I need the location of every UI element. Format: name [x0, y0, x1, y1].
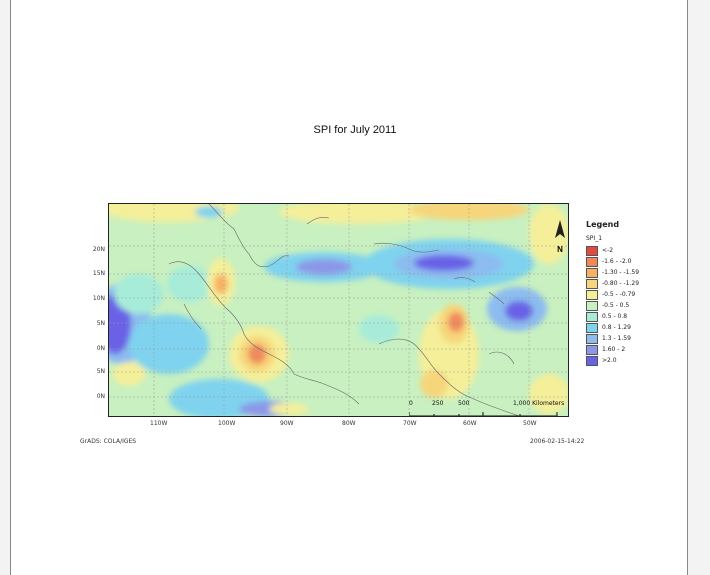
- dry-zone: [529, 374, 568, 414]
- legend-swatch: [586, 311, 598, 322]
- footer-credit: GrADS: COLA/IGES: [80, 438, 137, 445]
- lon-tick: 70W: [403, 420, 417, 427]
- lat-tick: 0N: [96, 393, 105, 400]
- lat-tick: 0N: [96, 345, 105, 352]
- legend-swatch: [586, 256, 598, 267]
- wet-zone: [195, 206, 223, 218]
- footer-timestamp: 2006-02-15-14:22: [530, 438, 585, 445]
- dry-zone: [448, 312, 464, 332]
- legend-label: -1.6 - -2.0: [602, 258, 632, 265]
- north-arrow-label: N: [557, 245, 563, 254]
- legend-row: 0.5 - 0.8: [586, 311, 676, 322]
- legend-label: -0.5 - -0.79: [602, 291, 636, 298]
- wet-zone: [129, 314, 209, 374]
- scale-label-1000: 1,000 Kilometers: [513, 400, 565, 407]
- legend-row: >2.0: [586, 355, 676, 366]
- legend-label: >2.0: [602, 357, 617, 364]
- legend-swatch: [586, 322, 598, 333]
- spi-map: [109, 204, 568, 416]
- wet-zone: [167, 266, 211, 302]
- legend-row: 1.60 - 2: [586, 344, 676, 355]
- legend-swatch: [586, 333, 598, 344]
- dry-zone: [269, 403, 309, 415]
- legend-label: 1.60 - 2: [602, 346, 626, 353]
- dry-zone: [279, 204, 439, 224]
- legend-swatch: [586, 245, 598, 256]
- legend-label: -0.5 - 0.5: [602, 302, 630, 309]
- dry-zone: [409, 204, 529, 220]
- legend-field-name: SPI_1: [586, 235, 603, 242]
- map-frame[interactable]: N: [108, 203, 569, 417]
- dry-zone: [113, 362, 145, 386]
- legend-swatch: [586, 278, 598, 289]
- lon-tick: 60W: [463, 420, 477, 427]
- legend: Legend SPI_1 <-2 -1.6 - -2.0 -1.30 - -1.59…: [586, 220, 676, 366]
- scale-bar: [408, 407, 559, 416]
- lon-tick: 50W: [523, 420, 537, 427]
- wet-zone: [359, 315, 399, 343]
- legend-row: -1.30 - -1.59: [586, 267, 676, 278]
- scale-label-0: 0: [409, 400, 413, 407]
- graticule: [109, 204, 568, 416]
- lat-tick: 20N: [92, 246, 105, 253]
- legend-rows: <-2 -1.6 - -2.0 -1.30 - -1.59 -0.80 - -1.29…: [586, 245, 676, 366]
- scale-bar-graphic: [408, 412, 558, 416]
- lon-tick: 110W: [150, 420, 168, 427]
- coastlines: [168, 204, 520, 416]
- scale-label-500: 500: [458, 400, 470, 407]
- lat-tick: 15N: [92, 270, 105, 277]
- legend-row: -0.80 - -1.29: [586, 278, 676, 289]
- wet-zone: [114, 274, 164, 314]
- legend-label: <-2: [602, 247, 614, 254]
- legend-swatch: [586, 300, 598, 311]
- dry-zone: [420, 370, 448, 398]
- legend-row: 1.3 - 1.59: [586, 333, 676, 344]
- lon-tick: 90W: [280, 420, 294, 427]
- wet-zone: [505, 301, 533, 321]
- legend-label: 0.8 - 1.29: [602, 324, 631, 331]
- legend-swatch: [586, 289, 598, 300]
- dry-zone: [529, 204, 568, 264]
- dry-zone: [248, 344, 266, 364]
- legend-swatch: [586, 267, 598, 278]
- legend-label: -1.30 - -1.59: [602, 269, 640, 276]
- legend-label: 1.3 - 1.59: [602, 335, 631, 342]
- legend-label: 0.5 - 0.8: [602, 313, 628, 320]
- legend-title: Legend: [586, 220, 620, 229]
- legend-swatch: [586, 355, 598, 366]
- north-arrow: N: [553, 220, 567, 254]
- legend-swatch: [586, 344, 598, 355]
- lat-tick: 10N: [92, 295, 105, 302]
- lon-tick: 80W: [342, 420, 356, 427]
- lat-tick: 5N: [96, 320, 105, 327]
- legend-row: -1.6 - -2.0: [586, 256, 676, 267]
- scale-label-250: 250: [432, 400, 444, 407]
- north-arrow-icon: [555, 220, 565, 238]
- lat-tick: 5N: [96, 368, 105, 375]
- legend-row: <-2: [586, 245, 676, 256]
- dry-zone: [214, 274, 228, 294]
- neutral-field: [284, 312, 344, 336]
- legend-label: -0.80 - -1.29: [602, 280, 640, 287]
- map-title: SPI for July 2011: [313, 124, 397, 136]
- legend-row: 0.8 - 1.29: [586, 322, 676, 333]
- legend-row: -0.5 - -0.79: [586, 289, 676, 300]
- wet-zone: [414, 255, 474, 271]
- wet-zone: [296, 259, 352, 275]
- legend-row: -0.5 - 0.5: [586, 300, 676, 311]
- lon-tick: 100W: [218, 420, 236, 427]
